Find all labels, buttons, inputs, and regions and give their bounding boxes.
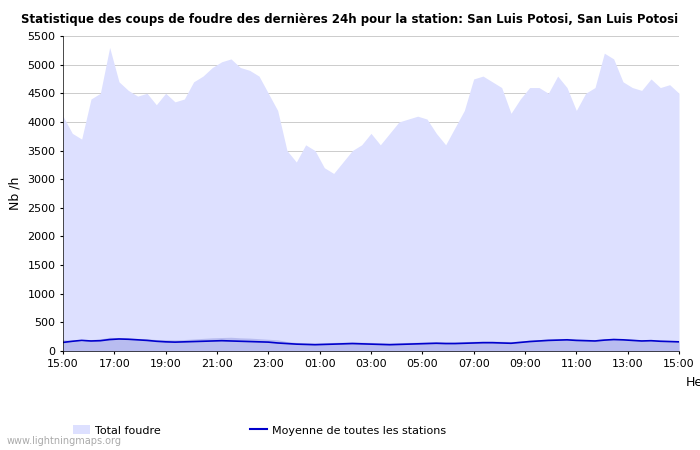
Text: Statistique des coups de foudre des dernières 24h pour la station: San Luis Poto: Statistique des coups de foudre des dern…: [22, 14, 678, 27]
Text: www.lightningmaps.org: www.lightningmaps.org: [7, 436, 122, 446]
Y-axis label: Nb /h: Nb /h: [8, 177, 22, 210]
Text: Heure: Heure: [686, 376, 700, 389]
